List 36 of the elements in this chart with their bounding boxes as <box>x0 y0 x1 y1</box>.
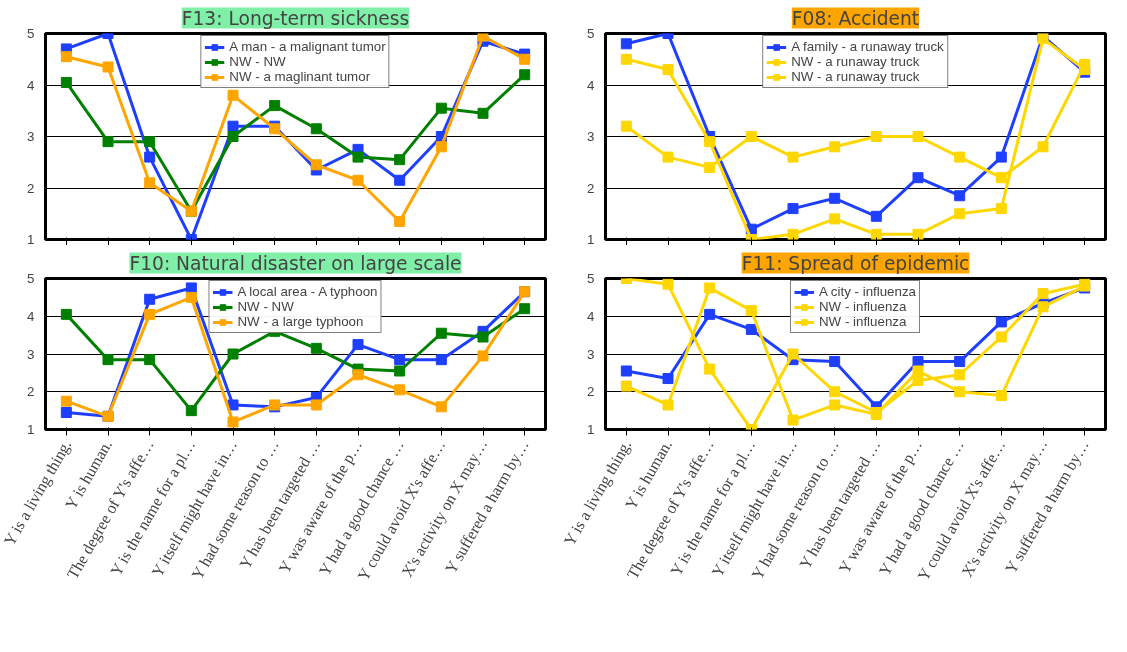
legend-label: NW - NW <box>237 299 294 314</box>
legend-label: NW - influenza <box>818 299 907 314</box>
y-tick-label: 4 <box>587 77 596 93</box>
chart-title: F08: Accident <box>791 7 920 29</box>
y-tick-label: 3 <box>27 129 35 144</box>
legend-label: NW - a maglinant tumor <box>229 69 371 84</box>
y-tick-label: 4 <box>27 308 36 324</box>
legend-label: NW - influenza <box>818 314 907 329</box>
y-tick-label: 4 <box>27 77 36 93</box>
chart-title: F11: Spread of epidemic <box>741 252 970 274</box>
legend-label: A local area - A typhoon <box>237 284 378 299</box>
y-tick-label: 1 <box>27 232 35 247</box>
y-tick-label: 5 <box>587 26 595 41</box>
y-tick-label: 1 <box>27 422 35 437</box>
y-tick-label: 2 <box>587 384 595 400</box>
y-tick-label: 3 <box>587 346 595 362</box>
legend-label: NW - NW <box>229 54 286 69</box>
y-tick-label: 2 <box>587 180 595 196</box>
legend-label: A man - a malignant tumor <box>229 39 386 54</box>
y-tick-label: 2 <box>27 384 35 400</box>
y-tick-label: 3 <box>27 346 35 362</box>
y-tick-label: 1 <box>587 232 595 247</box>
legend-label: NW - a runaway truck <box>791 69 920 84</box>
legend-label: NW - a runaway truck <box>791 54 920 69</box>
y-tick-label: 3 <box>587 129 595 144</box>
chart-title: F10: Natural disaster on large scale <box>129 252 462 274</box>
legend-label: A family - a runaway truck <box>791 39 944 54</box>
chart-title: F13: Long-term sickness <box>181 7 410 29</box>
y-tick-label: 5 <box>27 26 35 41</box>
y-tick-label: 5 <box>27 271 35 286</box>
y-tick-label: 1 <box>587 422 595 437</box>
legend-label: A city - influenza <box>818 284 917 299</box>
y-tick-label: 5 <box>587 271 595 286</box>
legend-label: NW - a large typhoon <box>237 314 364 329</box>
y-tick-label: 4 <box>587 308 596 324</box>
y-tick-label: 2 <box>27 180 35 196</box>
